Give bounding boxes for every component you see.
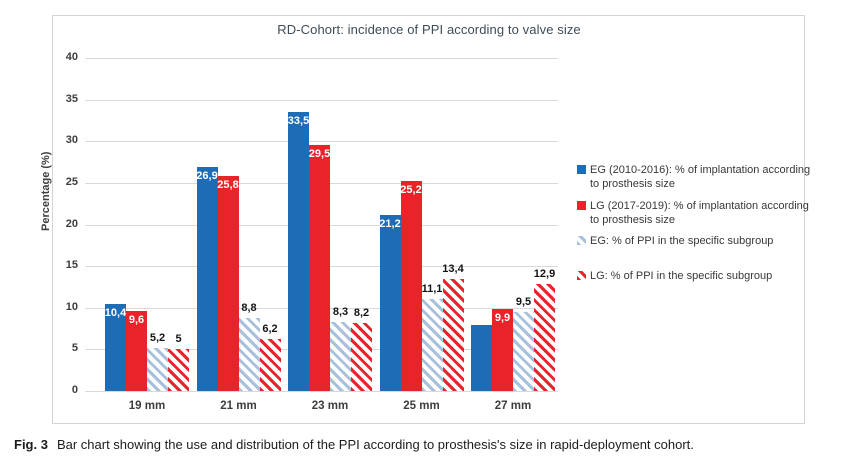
bar-label-lg-ppi-23mm: 8,2 [353,306,370,319]
bar-label-lg-implant-27mm: 9,9 [494,311,511,324]
chart-legend: EG (2010-2016): % of implantation accord… [577,163,815,291]
bar-eg-implant-21mm [196,167,218,391]
x-category-label-23mm: 23 mm [311,400,349,412]
figure-caption-label: Fig. 3 [14,437,48,452]
figure-caption: Fig. 3 Bar chart showing the use and dist… [14,437,834,452]
y-tick-label-25: 25 [65,175,78,188]
legend-item-lg-ppi: LG: % of PPI in the specific subgroup [577,269,815,283]
bar-lg-implant-19mm [126,311,147,391]
y-tick-label-40: 40 [65,51,78,63]
bar-lg-implant-23mm [309,145,330,391]
legend-label-eg-ppi: EG: % of PPI in the specific subgroup [590,235,774,248]
bar-label-eg-ppi-19mm: 5,2 [149,331,166,344]
bar-label-lg-ppi-27mm: 12,9 [533,267,556,280]
bar-label-eg-ppi-23mm: 8,3 [332,305,349,318]
bar-eg-ppi-21mm [238,317,260,391]
bar-label-eg-implant-21mm: 26,9 [196,170,218,183]
bar-eg-implant-19mm [105,304,126,391]
y-tick-label-10: 10 [65,300,78,313]
gridline-35 [85,99,558,101]
legend-swatch-eg-implant-icon [577,165,586,174]
bar-label-lg-implant-21mm: 25,8 [217,179,239,192]
bar-label-eg-ppi-21mm: 8,8 [241,301,257,314]
gridline-30 [85,141,558,143]
chart-title: RD-Cohort: incidence of PPI according to… [277,22,581,37]
bar-eg-ppi-23mm [330,321,351,391]
bar-lg-ppi-23mm [351,322,372,391]
bar-eg-implant-23mm [288,112,309,391]
y-tick-label-30: 30 [65,134,78,147]
bar-eg-implant-25mm [379,214,401,391]
figure-caption-text: Bar chart showing the use and distributi… [56,437,694,452]
bar-eg-ppi-19mm [147,347,168,391]
bar-eg-implant-27mm [471,325,492,391]
y-tick-label-20: 20 [65,217,78,230]
bar-lg-ppi-19mm [168,349,189,391]
y-tick-label-0: 0 [71,384,78,396]
legend-label-lg-implant: LG (2017-2019): % of implantation accord… [590,199,809,226]
bar-eg-ppi-27mm [513,311,534,391]
y-tick-label-35: 35 [65,92,78,105]
legend-item-eg-ppi: EG: % of PPI in the specific subgroup [577,234,815,248]
bar-lg-implant-25mm [400,181,422,391]
bar-label-lg-ppi-19mm: 5 [175,333,182,346]
bar-eg-ppi-25mm [421,298,443,391]
bar-label-eg-ppi-25mm: 11,1 [421,282,443,295]
bar-label-eg-implant-25mm: 21,2 [379,217,401,230]
legend-item-lg-implant: LG (2017-2019): % of implantation accord… [577,199,815,228]
bar-label-eg-implant-19mm: 10,4 [104,307,127,320]
legend-label-eg-implant: EG (2010-2016): % of implantation accord… [590,164,811,191]
bar-lg-ppi-27mm [534,283,555,391]
bar-lg-implant-27mm [492,308,513,391]
x-category-label-21mm: 21 mm [220,400,257,412]
legend-swatch-lg-ppi-icon [577,271,586,281]
bar-label-lg-implant-19mm: 9,6 [128,314,145,327]
x-category-label-27mm: 27 mm [494,400,532,412]
x-category-label-25mm: 25 mm [403,400,440,412]
legend-label-lg-ppi: LG: % of PPI in the specific subgroup [590,270,773,283]
bar-lg-implant-21mm [217,176,239,391]
bar-label-eg-ppi-27mm: 9,5 [515,295,532,308]
gridline-40 [85,58,558,59]
bar-label-lg-implant-23mm: 29,5 [308,148,331,161]
x-category-label-19mm: 19 mm [128,400,166,412]
bar-lg-ppi-21mm [259,339,281,391]
bar-label-lg-implant-25mm: 25,2 [400,184,422,197]
bar-label-eg-implant-23mm: 33,5 [287,115,310,128]
bar-lg-ppi-25mm [442,279,464,391]
legend-swatch-eg-ppi-icon [577,236,586,246]
legend-swatch-lg-implant-icon [577,200,586,210]
gridline-0 [85,391,558,392]
y-tick-label-15: 15 [65,259,78,272]
bar-label-lg-ppi-25mm: 13,4 [442,263,464,276]
bar-label-lg-ppi-21mm: 6,2 [262,323,278,336]
legend-item-eg-implant: EG (2010-2016): % of implantation accord… [577,163,815,192]
y-tick-label-5: 5 [71,342,78,355]
